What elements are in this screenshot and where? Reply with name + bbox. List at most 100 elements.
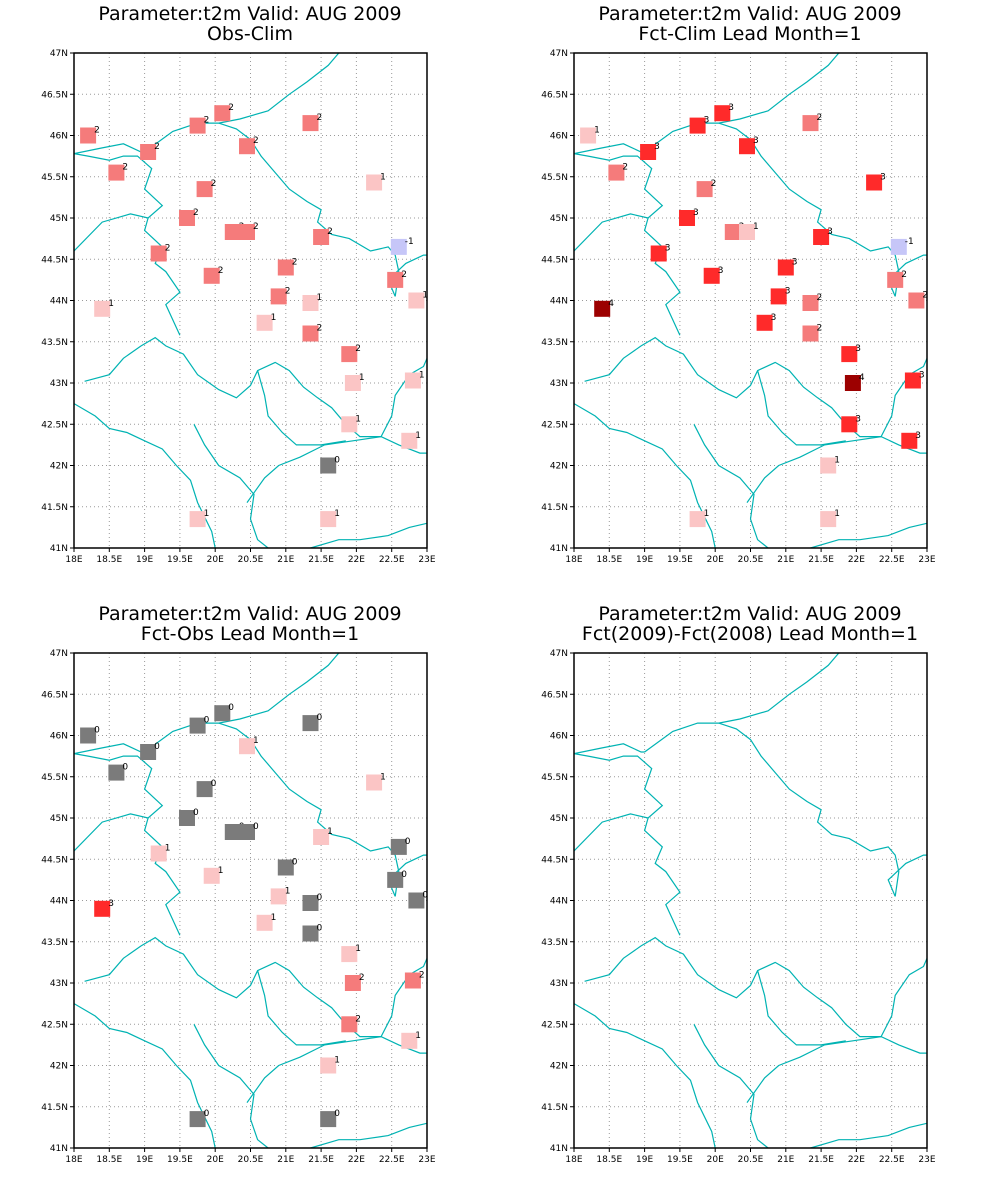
border-line xyxy=(143,217,181,336)
x-tick-label: 20.5E xyxy=(738,555,764,565)
panel-subtitle: Obs-Clim xyxy=(206,23,294,45)
station-value-label: 1 xyxy=(419,371,425,381)
x-tick-label: 22E xyxy=(348,1155,365,1165)
station-value-label: 3 xyxy=(704,116,710,126)
station-value-label: 1 xyxy=(204,509,210,519)
panel-title: Parameter:t2m Valid: AUG 2009 xyxy=(598,3,902,25)
y-tick-label: 42.5N xyxy=(541,420,568,430)
x-tick-label: 22.5E xyxy=(379,555,405,565)
border-line xyxy=(810,522,927,548)
panel-subtitle: Fct-Clim Lead Month=1 xyxy=(638,23,862,45)
map-panel-obs-clim: Parameter:t2m Valid: AUG 2009 Obs-Clim 2… xyxy=(0,0,500,600)
station-marker xyxy=(277,259,294,276)
station-marker xyxy=(408,292,425,309)
y-tick-label: 44.5N xyxy=(41,855,68,865)
border-line xyxy=(757,970,846,1046)
y-tick-label: 45.5N xyxy=(541,773,568,783)
border-line xyxy=(84,936,382,1038)
y-tick-label: 42N xyxy=(550,462,568,472)
station-value-label: 0 xyxy=(401,870,407,880)
x-tick-label: 18.5E xyxy=(96,1155,122,1165)
station-value-label: 4 xyxy=(608,299,614,309)
y-tick-label: 47N xyxy=(550,649,568,659)
station-marker xyxy=(404,972,421,989)
y-tick-label: 41N xyxy=(550,544,568,554)
country-borders xyxy=(74,653,427,1148)
y-tick-label: 41.5N xyxy=(541,1103,568,1113)
x-tick-label: 23E xyxy=(418,555,435,565)
station-marker xyxy=(901,432,918,449)
station-marker xyxy=(341,1016,358,1033)
station-value-label: 1 xyxy=(317,293,323,303)
station-marker xyxy=(904,372,921,389)
x-tick-label: 19E xyxy=(136,1155,153,1165)
station-value-label: 0 xyxy=(334,1109,340,1119)
station-value-label: 1 xyxy=(334,1056,340,1066)
x-tick-label: 21E xyxy=(277,1155,294,1165)
x-tick-label: 21E xyxy=(777,555,794,565)
y-tick-label: 41N xyxy=(550,1144,568,1154)
y-tick-label: 47N xyxy=(50,49,68,59)
x-tick-label: 20E xyxy=(707,1155,724,1165)
station-marker xyxy=(344,375,361,391)
border-line xyxy=(310,522,427,548)
station-value-label: 1 xyxy=(380,773,386,783)
station-marker xyxy=(689,511,706,528)
border-line xyxy=(74,753,164,852)
map-plot: 0001000100011100001101221001203018E18.5E… xyxy=(41,649,436,1165)
station-value-label: 0 xyxy=(228,703,234,713)
station-marker xyxy=(196,181,213,198)
country-borders xyxy=(574,653,927,1148)
station-marker xyxy=(94,900,111,917)
station-value-label: 2 xyxy=(193,208,199,218)
station-marker xyxy=(94,300,111,317)
map-plot: 22222222222212221220121112-11111118E18.5… xyxy=(41,49,436,565)
station-marker xyxy=(302,115,319,132)
x-tick-label: 20.5E xyxy=(738,1155,764,1165)
panel-title: Parameter:t2m Valid: AUG 2009 xyxy=(98,603,402,625)
border-line xyxy=(574,153,664,252)
station-marker xyxy=(703,267,720,284)
station-marker xyxy=(179,810,195,826)
station-value-label: 2 xyxy=(228,103,234,113)
x-tick-label: 21.5E xyxy=(808,1155,834,1165)
station-marker xyxy=(320,457,337,474)
y-tick-label: 43.5N xyxy=(41,338,68,348)
station-marker xyxy=(239,224,255,240)
station-value-label: 2 xyxy=(419,971,425,981)
station-value-label: 3 xyxy=(785,286,791,296)
station-value-label: 2 xyxy=(292,258,298,268)
station-marker xyxy=(302,925,319,942)
x-tick-label: 19.5E xyxy=(667,1155,693,1165)
station-value-label: 3 xyxy=(654,142,660,152)
y-tick-label: 45.5N xyxy=(541,173,568,183)
station-value-label: 2 xyxy=(355,1014,361,1024)
station-marker xyxy=(404,372,421,389)
y-tick-label: 41N xyxy=(50,544,68,554)
station-value-label: 2 xyxy=(711,179,717,189)
y-tick-label: 44N xyxy=(550,297,568,307)
y-tick-label: 47N xyxy=(550,49,568,59)
x-tick-label: 20.5E xyxy=(238,555,264,565)
station-marker xyxy=(802,115,819,132)
station-value-label: 1 xyxy=(380,173,386,183)
station-marker xyxy=(802,295,819,311)
x-tick-label: 18E xyxy=(565,555,582,565)
border-line xyxy=(218,53,340,124)
map-plot: 12333323321333322231133432-13324118E18.5… xyxy=(541,49,936,565)
station-value-label: 3 xyxy=(693,208,699,218)
y-tick-label: 43N xyxy=(550,379,568,389)
station-value-label: 1 xyxy=(355,414,361,424)
station-value-label: 0 xyxy=(193,808,199,818)
station-value-label: 0 xyxy=(253,822,259,832)
x-tick-label: 21.5E xyxy=(308,1155,334,1165)
border-line xyxy=(693,1024,769,1148)
border-line xyxy=(887,854,927,897)
y-tick-label: 42N xyxy=(50,1062,68,1072)
x-tick-label: 23E xyxy=(418,1155,435,1165)
station-value-label: 0 xyxy=(317,924,323,934)
station-marker xyxy=(866,174,883,191)
y-tick-label: 47N xyxy=(50,649,68,659)
border-line xyxy=(574,753,664,852)
border-line xyxy=(644,722,900,897)
